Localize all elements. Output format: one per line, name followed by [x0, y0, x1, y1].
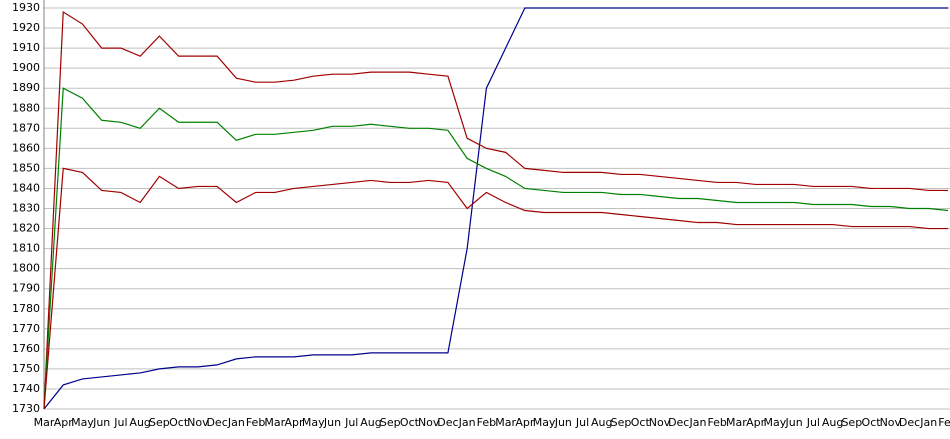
x-tick-label: Dec: [437, 416, 458, 429]
x-tick-label: Sep: [841, 416, 862, 429]
x-tick-label: Apr: [515, 416, 535, 429]
x-tick-label: Jun: [785, 416, 803, 429]
y-tick-label: 1750: [12, 362, 40, 375]
x-tick-label: May: [764, 416, 787, 429]
x-tick-label: Dec: [206, 416, 227, 429]
x-tick-label: Mar: [726, 416, 747, 429]
y-tick-label: 1820: [12, 222, 40, 235]
y-tick-label: 1780: [12, 302, 40, 315]
x-tick-label: Apr: [54, 416, 74, 429]
y-tick-label: 1860: [12, 141, 40, 154]
x-tick-label: Apr: [285, 416, 305, 429]
x-tick-label: May: [533, 416, 556, 429]
line-series: [43, 167, 948, 410]
x-tick-label: Oct: [631, 416, 651, 429]
x-tick-label: Jun: [92, 416, 110, 429]
x-tick-label: Nov: [649, 416, 671, 429]
y-tick-label: 1730: [12, 402, 40, 415]
y-tick-label: 1740: [12, 382, 40, 395]
x-tick-label: Mar: [34, 416, 55, 429]
line-series: [43, 87, 949, 410]
x-tick-label: Oct: [400, 416, 420, 429]
x-tick-label: Apr: [746, 416, 766, 429]
x-tick-label: Nov: [187, 416, 209, 429]
y-tick-label: 1770: [12, 322, 40, 335]
x-tick-label: Sep: [611, 416, 632, 429]
x-tick-label: Aug: [129, 416, 150, 429]
x-tick-label: Jul: [575, 416, 589, 429]
x-tick-label: Dec: [668, 416, 689, 429]
x-tick-label: Jun: [323, 416, 341, 429]
x-tick-label: Dec: [899, 416, 920, 429]
y-tick-label: 1800: [12, 262, 40, 275]
y-tick-label: 1890: [12, 81, 40, 94]
x-tick-label: Nov: [880, 416, 902, 429]
y-tick-label: 1930: [12, 1, 40, 14]
y-tick-label: 1880: [12, 101, 40, 114]
y-tick-label: 1790: [12, 282, 40, 295]
y-tick-label: 1840: [12, 181, 40, 194]
x-tick-label: Feb: [477, 416, 496, 429]
x-tick-label: Jan: [919, 416, 937, 429]
x-tick-label: Feb: [938, 416, 950, 429]
x-tick-label: Aug: [360, 416, 381, 429]
y-tick-label: 1810: [12, 242, 40, 255]
x-tick-label: Jul: [344, 416, 358, 429]
x-tick-label: Aug: [591, 416, 612, 429]
x-tick-label: Jul: [113, 416, 127, 429]
x-tick-label: Jan: [458, 416, 476, 429]
y-tick-label: 1850: [12, 161, 40, 174]
y-tick-label: 1870: [12, 121, 40, 134]
x-tick-label: Jun: [554, 416, 572, 429]
x-tick-label: Oct: [862, 416, 882, 429]
y-tick-label: 1910: [12, 41, 40, 54]
x-tick-label: Feb: [707, 416, 726, 429]
y-tick-label: 1830: [12, 202, 40, 215]
x-tick-label: Nov: [418, 416, 440, 429]
x-tick-label: Mar: [495, 416, 516, 429]
line-series: [43, 10, 948, 410]
x-tick-label: Mar: [264, 416, 285, 429]
x-tick-label: Jul: [806, 416, 820, 429]
x-tick-label: May: [302, 416, 325, 429]
line-series: [43, 7, 948, 410]
y-tick-label: 1920: [12, 21, 40, 34]
x-tick-label: Oct: [169, 416, 189, 429]
x-tick-label: Jan: [227, 416, 245, 429]
x-tick-label: Aug: [822, 416, 843, 429]
x-tick-label: Sep: [149, 416, 170, 429]
y-tick-label: 1760: [12, 342, 40, 355]
y-tick-label: 1900: [12, 61, 40, 74]
x-tick-label: May: [71, 416, 94, 429]
x-tick-label: Feb: [246, 416, 265, 429]
x-tick-label: Sep: [380, 416, 401, 429]
x-tick-label: Jan: [688, 416, 706, 429]
